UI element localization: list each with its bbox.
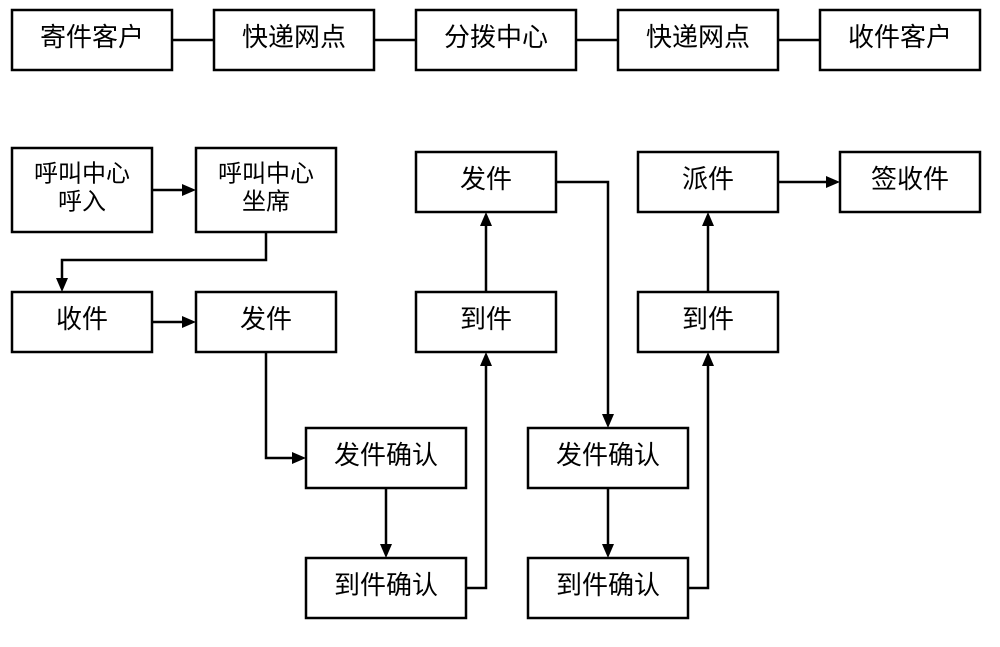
arrow-elbow xyxy=(62,232,266,278)
node-label-ac1: 到件确认 xyxy=(334,571,438,600)
node-label-recv: 收件 xyxy=(56,305,108,334)
arrow-head xyxy=(602,544,614,558)
arrow-head xyxy=(56,278,68,292)
node-label-send2: 发件 xyxy=(460,165,512,194)
node-label-send1: 发件 xyxy=(240,305,292,334)
node-label-r1_e: 收件客户 xyxy=(848,23,952,52)
arrow-head xyxy=(602,414,614,428)
node-label-r1_b: 快递网点 xyxy=(242,23,346,52)
arrow-head xyxy=(480,212,492,226)
node-label-deliver: 派件 xyxy=(682,165,734,194)
arrow-head xyxy=(826,176,840,188)
arrow-elbow xyxy=(688,366,708,588)
node-label-r1_c: 分拨中心 xyxy=(444,23,548,52)
node-label-r1_a: 寄件客户 xyxy=(40,23,144,52)
arrow-elbow xyxy=(556,182,608,414)
node-label-call_in: 呼叫中心 xyxy=(34,161,130,188)
node-label-sign: 签收件 xyxy=(871,165,949,194)
arrow-elbow xyxy=(266,352,292,458)
node-label-call_in: 呼入 xyxy=(58,189,106,215)
node-label-r1_d: 快递网点 xyxy=(646,23,750,52)
arrow-head xyxy=(182,316,196,328)
arrow-head xyxy=(380,544,392,558)
flowchart-canvas: 寄件客户快递网点分拨中心快递网点收件客户呼叫中心呼入呼叫中心坐席收件发件发件到件… xyxy=(0,0,1000,647)
arrow-elbow xyxy=(466,366,486,588)
node-label-call_seat: 呼叫中心 xyxy=(218,161,314,188)
node-label-sc1: 发件确认 xyxy=(334,441,438,470)
node-label-ac2: 到件确认 xyxy=(556,571,660,600)
arrow-head xyxy=(182,184,196,196)
node-label-sc2: 发件确认 xyxy=(556,441,660,470)
arrow-head xyxy=(480,352,492,366)
node-label-arrive2: 到件 xyxy=(460,305,512,334)
arrow-head xyxy=(292,452,306,464)
arrow-head xyxy=(702,352,714,366)
arrow-head xyxy=(702,212,714,226)
node-label-call_seat: 坐席 xyxy=(242,188,290,215)
node-label-arrive3: 到件 xyxy=(682,305,734,334)
